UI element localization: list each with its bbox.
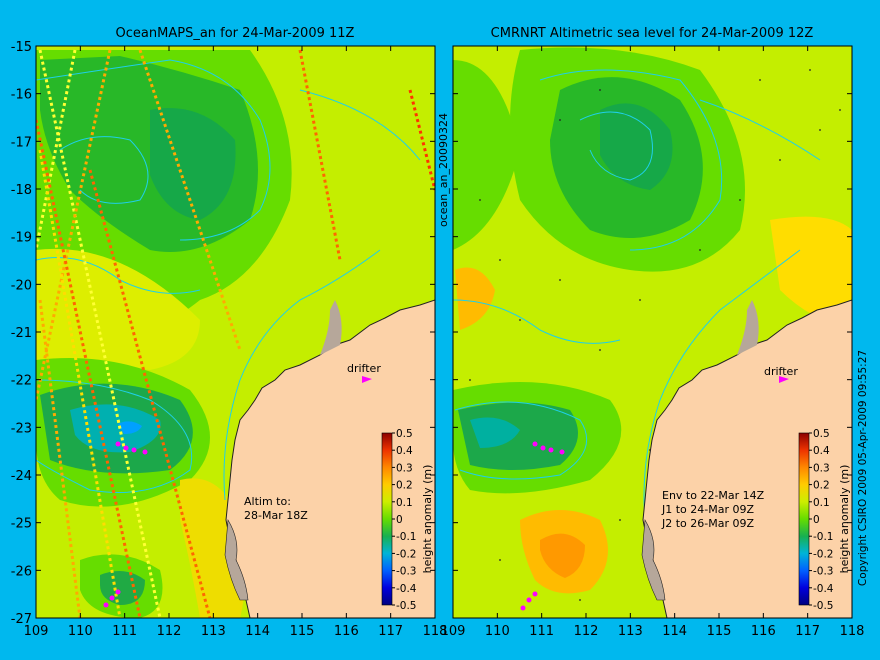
right-anomaly-yellow-east (770, 216, 852, 330)
right-colorbar-tick-label: 0.2 (813, 480, 830, 492)
right-colorbar-tick-label: -0.3 (813, 566, 834, 578)
left-annotation-line2: 28-Mar 18Z (244, 509, 308, 522)
left-colorbar-tick-label: 0.3 (396, 462, 413, 474)
right-drifter-path (520, 441, 565, 611)
right-contour-lines (453, 69, 821, 521)
left-drifter-marker (362, 376, 372, 383)
left-ytick-label: -15 (11, 40, 32, 55)
left-colorbar-label: height anomaly (m) (421, 465, 434, 574)
left-drifter-label: drifter (347, 362, 381, 375)
left-colorbar-tick-label: -0.3 (396, 566, 417, 578)
left-xtick-label: 109 (24, 624, 49, 639)
right-drifter-label: drifter (764, 365, 798, 378)
right-xtick-label: 109 (441, 624, 466, 639)
left-xtick-label: 113 (201, 624, 226, 639)
left-altimeter-tracks (36, 49, 435, 618)
left-colorbar-tick-label: -0.2 (396, 548, 417, 560)
right-annotation-line1: Env to 22-Mar 14Z (662, 489, 765, 502)
right-colorbar (798, 432, 810, 606)
right-colorbar-tick-label: 0.5 (813, 428, 830, 440)
left-ytick-label: -25 (11, 517, 32, 532)
left-colorbar-tick-label: 0 (396, 514, 403, 526)
right-colorbar-tick-label: -0.1 (813, 531, 834, 543)
left-land-shark-bay (224, 519, 249, 601)
left-anomaly-teal-core (70, 404, 161, 453)
right-annotation-line3: J2 to 26-Mar 09Z (661, 517, 754, 530)
right-colorbar-tick-label: 0.4 (813, 445, 830, 457)
right-xtick-label: 113 (618, 624, 643, 639)
left-colorbar-tick-label: 0.1 (396, 497, 413, 509)
left-map-field (36, 46, 435, 618)
right-anomaly-orange-west (455, 267, 495, 330)
left-xtick-label: 116 (334, 624, 359, 639)
right-colorbar-tick-label: 0.3 (813, 462, 830, 474)
left-ytick-label: -16 (11, 88, 32, 103)
left-colorbar-tick-label: -0.4 (396, 583, 417, 595)
left-xtick-label: 117 (378, 624, 403, 639)
right-xtick-label: 118 (840, 624, 865, 639)
left-xtick-label: 114 (245, 624, 270, 639)
left-colorbar-tick-label: 0.2 (396, 480, 413, 492)
right-xtick-label: 117 (795, 624, 820, 639)
right-xtick-label: 116 (751, 624, 776, 639)
left-ytick-label: -17 (11, 135, 32, 150)
right-anomaly-darkorange-south (540, 533, 585, 578)
copyright-label: Copyright CSIRO 2009 05-Apr-2009 09:55:2… (857, 350, 869, 586)
right-colorbar-tick-label: 0 (813, 514, 820, 526)
left-ytick-label: -19 (11, 231, 32, 246)
left-drifter-path (103, 441, 148, 608)
right-xtick-label: 110 (485, 624, 510, 639)
right-anomaly-green-west (453, 60, 520, 250)
left-xtick-label: 111 (112, 624, 137, 639)
left-anomaly-blue-core (118, 421, 142, 434)
left-colorbar-tick-label: -0.1 (396, 531, 417, 543)
left-colorbar-tick-label: -0.5 (396, 600, 417, 612)
left-colorbar (381, 432, 393, 606)
left-ytick-label: -26 (11, 564, 32, 579)
right-colorbar-tick-label: 0.1 (813, 497, 830, 509)
left-xtick-label: 118 (423, 624, 448, 639)
right-drifter-marker (779, 376, 789, 383)
left-annotation-line1: Altim to: (244, 495, 291, 508)
right-xtick-label: 114 (662, 624, 687, 639)
left-anomaly-yellow-band (36, 248, 200, 370)
left-land-shoal (320, 300, 342, 355)
left-ytick-label: -23 (11, 421, 32, 436)
left-colorbar-ticks: 0.5 0.4 0.3 0.2 0.1 0 -0.1 -0.2 -0.3 -0.4 -0.5 (392, 428, 417, 612)
right-panel-title: CMRNRT Altimetric sea level for 24-Mar-2… (491, 26, 814, 41)
right-colorbar-ticks: 0.5 0.4 0.3 0.2 0.1 0 -0.1 -0.2 -0.3 -0.4 -0.5 (809, 428, 834, 612)
right-colorbar-tick-label: -0.4 (813, 583, 834, 595)
left-xtick-label: 110 (68, 624, 93, 639)
left-colorbar-tick-label: 0.5 (396, 428, 413, 440)
right-land-shoal (737, 300, 759, 355)
left-xtick-label: 115 (290, 624, 315, 639)
right-xtick-label: 111 (529, 624, 554, 639)
left-ytick-label: -27 (11, 612, 32, 627)
left-panel-title: OceanMAPS_an for 24-Mar-2009 11Z (116, 26, 355, 41)
left-colorbar-tick-label: 0.4 (396, 445, 413, 457)
right-anomaly-teal-core (470, 417, 520, 448)
right-xtick-label: 115 (707, 624, 732, 639)
right-xtick-label: 112 (574, 624, 599, 639)
right-land-shark-bay (641, 519, 666, 601)
right-anomaly-darkgreen-n2 (600, 103, 673, 190)
left-ytick-label: -22 (11, 374, 32, 389)
right-annotation-line2: J1 to 24-Mar 09Z (661, 503, 754, 516)
right-colorbar-label: height anomaly (m) (838, 465, 851, 574)
left-axis-ticks: 109 110 111 112 113 114 115 116 117 118 -15 -16 -17 -… (11, 40, 448, 639)
left-ytick-label: -21 (11, 326, 32, 341)
left-xtick-label: 112 (157, 624, 182, 639)
right-colorbar-tick-label: -0.2 (813, 548, 834, 560)
figure-id-label: ocean_an_20090324 (437, 113, 450, 227)
left-ytick-label: -20 (11, 278, 32, 293)
left-ytick-label: -18 (11, 183, 32, 198)
right-map-field (453, 46, 852, 618)
right-axis-ticks: 109 110 111 112 113 114 115 116 117 118 (441, 45, 865, 639)
left-contour-lines (36, 59, 421, 501)
right-colorbar-tick-label: -0.5 (813, 600, 834, 612)
left-ytick-label: -24 (11, 469, 32, 484)
left-anomaly-darkgreen-n2 (150, 108, 236, 220)
